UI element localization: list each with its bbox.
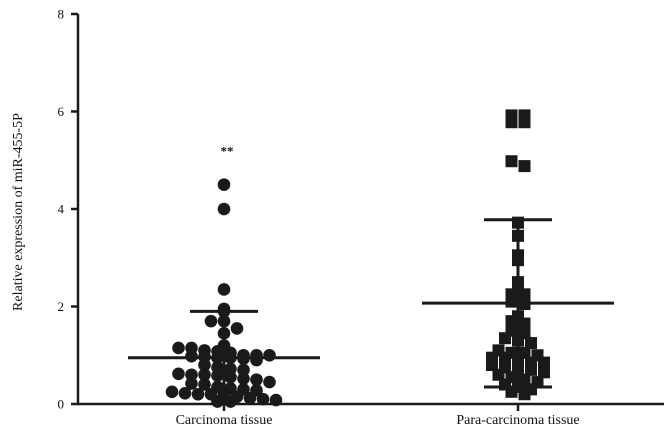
data-point-circle [217, 202, 231, 216]
data-point-square [525, 363, 537, 376]
data-point-circle [217, 283, 231, 296]
data-point-circle [178, 386, 192, 400]
x-category-label: Para-carcinoma tissue [456, 413, 579, 428]
data-point-square [538, 366, 550, 379]
data-point-circle [237, 372, 250, 385]
data-point-circle [172, 341, 185, 355]
y-tick-label: 2 [58, 299, 65, 314]
data-points [165, 109, 550, 408]
y-tick-label: 8 [58, 7, 65, 22]
data-point-circle [217, 178, 231, 191]
data-point-square [525, 337, 537, 350]
data-point-circle [230, 322, 244, 335]
data-point-square [505, 116, 518, 129]
y-tick-label: 6 [58, 104, 65, 119]
data-point-circle [211, 369, 224, 383]
data-point-circle [263, 375, 276, 389]
data-point-square [505, 385, 518, 398]
data-point-circle [250, 373, 263, 386]
data-point-circle [198, 358, 211, 372]
mean-sd-bars [128, 218, 614, 404]
data-point-circle [243, 391, 257, 405]
data-point-circle [263, 348, 276, 362]
data-point-circle [198, 368, 211, 382]
y-tick-label: 4 [58, 202, 65, 217]
y-tick-labels: 0 2 4 6 8 [58, 7, 65, 412]
data-point-circle [198, 378, 211, 391]
data-point-square [538, 356, 550, 369]
data-point-circle [224, 395, 237, 408]
axes [71, 12, 664, 411]
data-point-square [518, 388, 531, 401]
data-point-circle [269, 393, 283, 407]
data-point-square [505, 315, 518, 328]
data-point-circle [172, 367, 185, 381]
category-labels: Carcinoma tissue Para-carcinoma tissue [176, 413, 580, 428]
data-point-circle [204, 314, 218, 328]
significance-annotation: ** [221, 143, 234, 158]
y-axis-label: Relative expression of miR-455-5P [11, 113, 26, 311]
data-point-square [518, 160, 531, 173]
data-point-square [492, 368, 505, 381]
data-point-square [499, 351, 511, 364]
data-point-circle [250, 353, 263, 367]
data-point-circle [185, 377, 198, 390]
data-point-circle [191, 387, 205, 401]
x-category-label: Carcinoma tissue [176, 413, 273, 428]
data-point-circle [237, 363, 250, 377]
data-point-circle [224, 370, 237, 384]
data-point-square [505, 155, 518, 168]
data-point-circle [165, 385, 179, 399]
data-point-square [486, 359, 498, 371]
data-point-circle [185, 368, 198, 382]
data-point-square [518, 317, 531, 330]
data-point-circle [256, 392, 270, 406]
data-point-square [518, 116, 531, 129]
y-tick-label: 0 [58, 397, 65, 412]
data-point-square [518, 288, 531, 301]
data-point-circle [211, 395, 224, 408]
data-point-square [499, 332, 511, 345]
